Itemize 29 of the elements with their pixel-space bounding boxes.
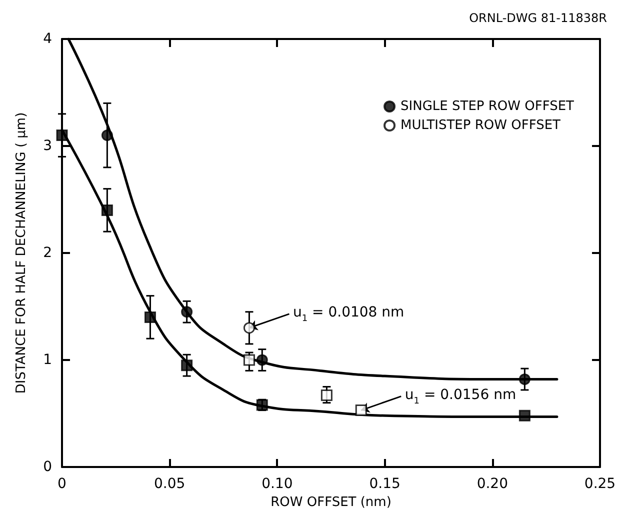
point [181,360,193,372]
x-axis-title: ROW OFFSET (nm) [270,494,392,510]
y-tick-label: 0 [43,459,52,475]
x-tick-label: 0 [58,476,66,492]
point [355,404,367,416]
x-tick-label: 0.25 [584,476,616,492]
point [518,374,530,386]
legend-label: MULTISTEP ROW OFFSET [400,118,561,133]
point [243,354,255,366]
point [101,130,113,142]
x-tick-label: 0.05 [154,476,186,492]
x-tick-label: 0.15 [369,476,400,492]
point [144,311,156,323]
point [518,410,530,422]
x-tick-label: 0.20 [476,476,508,492]
y-tick-label: 4 [43,31,52,47]
point [101,204,113,216]
point [243,322,255,334]
y-axis-title: DISTANCE FOR HALF DECHANNELING ( μm) [14,112,29,394]
point [56,130,68,142]
x-tick-label: 0.10 [262,476,293,492]
point [181,306,193,318]
point [320,390,332,402]
text: ORNL-DWG 81-11838R [469,11,608,25]
y-tick-label: 2 [43,245,52,261]
y-tick-label: 3 [43,138,52,154]
point [256,354,268,366]
legend-label: SINGLE STEP ROW OFFSET [400,99,574,114]
y-tick-label: 1 [43,352,52,368]
